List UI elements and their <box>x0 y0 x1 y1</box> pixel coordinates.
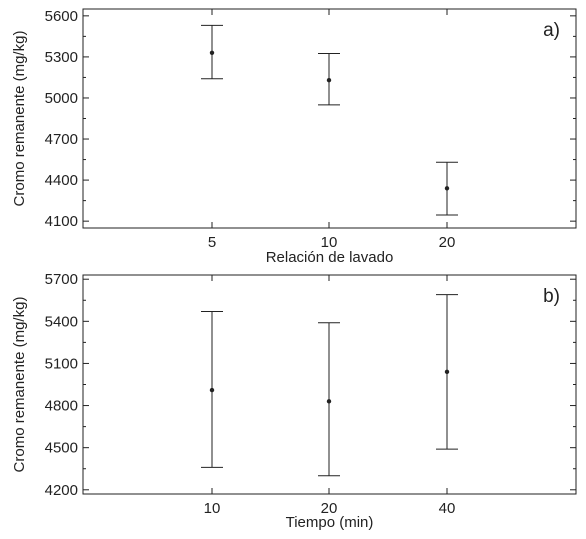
y-tick-label: 4200 <box>45 482 78 499</box>
y-tick-label: 4500 <box>45 440 78 457</box>
y-tick-label: 4400 <box>45 172 78 189</box>
y-axis-title: Cromo remanente (mg/kg) <box>11 297 28 473</box>
y-tick-label: 5000 <box>45 90 78 107</box>
y-tick-label: 4800 <box>45 398 78 415</box>
y-tick-label: 5400 <box>45 313 78 330</box>
y-tick-label: 5100 <box>45 355 78 372</box>
x-axis-title: Relación de lavado <box>266 249 394 266</box>
data-point <box>326 77 332 83</box>
y-tick-label: 5300 <box>45 49 78 66</box>
panel-b: 4200 4500 4800 5100 5400 5700 10 20 40 Tiempo (mi… <box>11 271 577 531</box>
y-tick-label: 5600 <box>45 8 78 25</box>
panel-label: a) <box>543 20 560 41</box>
y-axis-title: Cromo remanente (mg/kg) <box>11 31 28 207</box>
panel-a: 4100 4400 4700 5000 5300 5600 5 10 20 Relación de… <box>11 8 577 266</box>
x-tick-label: 5 <box>208 234 216 251</box>
data-point <box>209 387 215 393</box>
y-tick-label: 4100 <box>45 213 78 230</box>
data-point <box>444 369 450 375</box>
data-point <box>326 399 332 404</box>
data-point <box>444 186 450 191</box>
x-tick-label: 20 <box>439 234 456 251</box>
x-axis-title: Tiempo (min) <box>286 514 374 531</box>
x-tick-label: 10 <box>204 500 221 517</box>
y-tick-label: 5700 <box>45 271 78 288</box>
x-tick-label: 20 <box>321 500 338 517</box>
data-point <box>209 50 215 55</box>
y-tick-label: 4700 <box>45 131 78 148</box>
x-tick-label: 10 <box>321 234 338 251</box>
plot-frame <box>82 8 577 229</box>
x-tick-label: 40 <box>439 500 456 517</box>
panel-label: b) <box>543 286 560 307</box>
